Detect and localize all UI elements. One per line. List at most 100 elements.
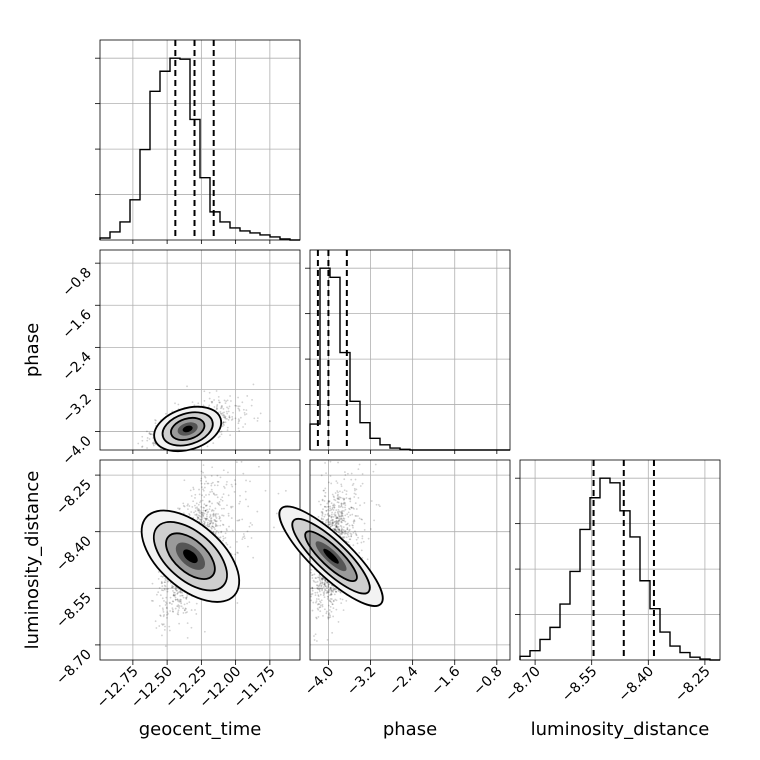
xtick-label-phase: −4.0 <box>302 664 337 699</box>
scatter-point <box>218 517 221 520</box>
scatter-point <box>199 512 202 515</box>
scatter-point <box>327 596 330 598</box>
scatter-point <box>313 573 316 576</box>
scatter-point <box>226 417 228 420</box>
scatter-point <box>327 583 330 586</box>
scatter-point <box>323 596 326 599</box>
scatter-point <box>355 538 358 541</box>
scatter-point <box>214 528 216 531</box>
scatter-point <box>178 607 181 609</box>
scatter-point <box>220 430 223 433</box>
scatter-point <box>318 500 320 503</box>
scatter-point <box>232 411 234 414</box>
scatter-point <box>187 503 189 506</box>
scatter-point <box>335 509 338 512</box>
scatter-point <box>211 525 214 528</box>
scatter-point <box>185 598 188 600</box>
scatter-point <box>196 506 198 509</box>
scatter-point <box>215 531 217 534</box>
scatter-point <box>201 521 203 524</box>
scatter-point <box>199 515 201 517</box>
scatter-point <box>328 509 331 512</box>
scatter-point <box>327 518 330 520</box>
scatter-point <box>169 602 171 605</box>
scatter-point <box>252 556 255 559</box>
scatter-point <box>331 511 333 514</box>
scatter-point <box>341 511 343 514</box>
scatter-point <box>237 405 240 408</box>
scatter-point <box>168 601 171 604</box>
scatter-point <box>183 603 186 606</box>
scatter-point <box>178 591 181 593</box>
scatter-point <box>204 509 207 512</box>
scatter-point <box>194 507 197 509</box>
scatter-point <box>366 558 369 561</box>
scatter-point <box>347 535 350 538</box>
scatter-point <box>337 531 340 534</box>
scatter-point <box>355 508 358 510</box>
scatter-point <box>211 502 213 505</box>
scatter-point <box>361 535 364 538</box>
scatter-point <box>357 468 360 470</box>
scatter-point <box>349 500 352 503</box>
scatter-point <box>330 502 333 505</box>
scatter-point <box>217 503 220 506</box>
scatter-point <box>222 413 225 416</box>
scatter-point <box>320 511 323 513</box>
scatter-point <box>207 519 210 522</box>
scatter-point <box>201 518 203 521</box>
scatter-point <box>357 515 359 517</box>
scatter-point <box>342 537 345 540</box>
scatter-point <box>325 592 328 594</box>
scatter-point <box>326 520 329 523</box>
scatter-point <box>328 523 331 526</box>
scatter-point <box>197 508 200 510</box>
scatter-point <box>222 539 224 542</box>
scatter-point <box>337 461 339 464</box>
scatter-point <box>203 399 206 402</box>
scatter-point <box>166 611 169 614</box>
ytick-label-luminosity_distance: −8.55 <box>53 590 95 632</box>
scatter-point <box>216 524 219 527</box>
scatter-point <box>215 406 218 409</box>
scatter-point <box>321 513 324 515</box>
scatter-point <box>208 525 211 528</box>
scatter-point <box>210 400 213 403</box>
scatter-point <box>201 494 204 497</box>
scatter-point <box>204 517 207 520</box>
scatter-point <box>203 523 206 525</box>
scatter-point <box>311 587 314 590</box>
scatter-point <box>352 544 355 547</box>
scatter-point <box>345 493 348 496</box>
scatter-point <box>218 435 221 438</box>
scatter-point <box>216 480 219 483</box>
scatter-point <box>141 445 144 448</box>
scatter-point <box>318 577 321 580</box>
scatter-point <box>317 616 320 618</box>
scatter-point <box>209 517 212 520</box>
scatter-point <box>223 487 226 489</box>
scatter-point <box>352 522 355 524</box>
scatter-point <box>199 518 202 521</box>
scatter-point <box>352 531 355 534</box>
scatter-point <box>327 505 329 508</box>
scatter-point <box>168 625 171 628</box>
scatter-point <box>359 485 362 487</box>
scatter-point <box>222 535 225 538</box>
scatter-point <box>241 538 244 541</box>
scatter-point <box>323 500 326 502</box>
scatter-point <box>350 506 352 509</box>
scatter-point <box>237 407 240 410</box>
scatter-point <box>200 511 203 514</box>
scatter-point <box>236 519 239 522</box>
xtick-label-luminosity_distance: −8.55 <box>559 664 601 706</box>
scatter-point <box>242 426 244 428</box>
scatter-point <box>206 521 209 524</box>
scatter-point <box>215 520 218 523</box>
scatter-point <box>324 513 327 516</box>
scatter-point <box>163 584 166 587</box>
scatter-point <box>231 416 234 418</box>
scatter-point <box>162 615 165 618</box>
scatter-point <box>329 614 331 617</box>
scatter-point <box>238 419 241 422</box>
